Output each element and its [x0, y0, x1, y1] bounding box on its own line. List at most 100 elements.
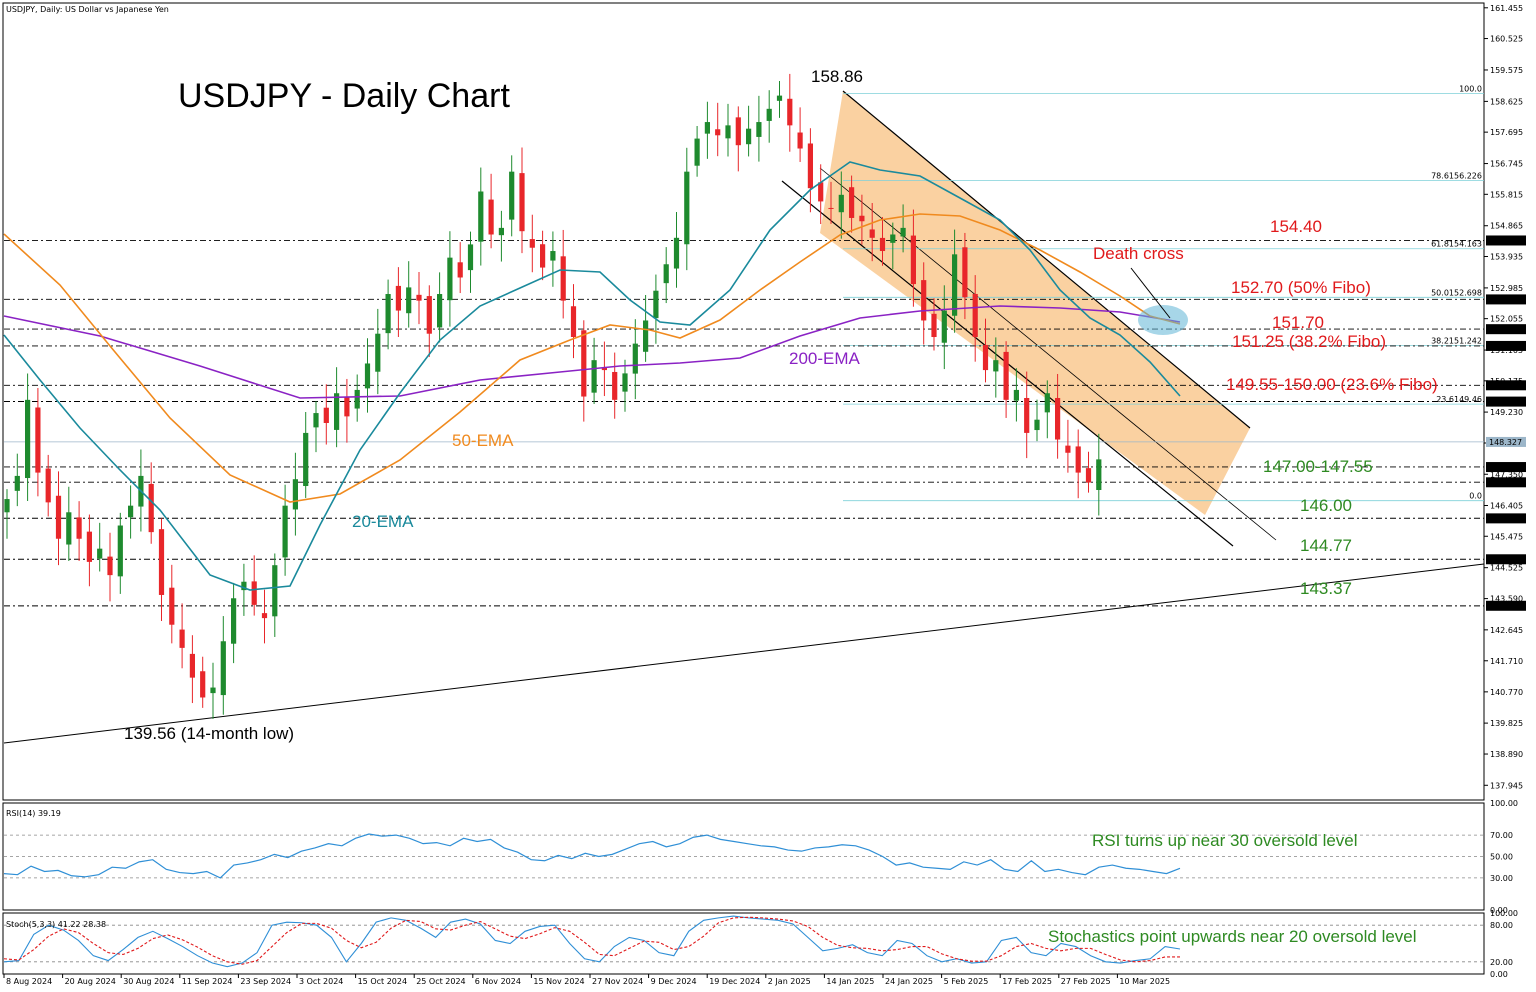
chart-annotation: 158.86 [811, 67, 863, 86]
candle-body [849, 187, 855, 218]
y-tick-label: 139.825 [1490, 719, 1523, 728]
y-tick-label: 158.625 [1490, 97, 1523, 106]
y-tick-label: 160.525 [1490, 35, 1523, 44]
y-tick-label: 137.945 [1490, 781, 1523, 790]
x-tick-label: 6 Nov 2024 [475, 977, 521, 986]
price-box-label: 151.737 [1489, 325, 1522, 334]
candle-body [66, 512, 72, 545]
candle-body [601, 367, 607, 371]
channel-mid-line [819, 167, 1277, 541]
candle-body [540, 244, 546, 268]
y-tick-label: 159.575 [1490, 66, 1523, 75]
rsi-tick-label: 50.00 [1490, 853, 1513, 862]
x-tick-label: 19 Dec 2024 [709, 977, 760, 986]
candle-body [76, 517, 82, 539]
candle-body [746, 128, 752, 145]
candle-body [169, 587, 175, 625]
price-box-label: 146.016 [1489, 514, 1522, 523]
candle-body [416, 294, 422, 301]
candle-body [1013, 389, 1019, 401]
price-box [1486, 235, 1526, 246]
price-box-label: 147.107 [1489, 478, 1522, 487]
chart-annotation: Death cross [1093, 244, 1184, 263]
stoch-tick-label: 0.00 [1490, 970, 1508, 979]
candle-body [694, 138, 700, 166]
x-tick-label: 24 Jan 2025 [885, 977, 933, 986]
candle-body [704, 122, 710, 134]
x-tick-label: 27 Feb 2025 [1061, 977, 1111, 986]
candle-body [498, 227, 504, 236]
death-cross-arrow [1130, 267, 1171, 319]
candle-body [560, 256, 566, 301]
candle-body [241, 581, 247, 591]
candle-body [189, 653, 195, 678]
price-box [1486, 513, 1526, 524]
background-layer: 100.0 78.6156.226 61.8154.163 50.0152.698 38… [3, 85, 1485, 744]
candle-body [117, 525, 123, 577]
price-box [1486, 380, 1526, 391]
candle-body [756, 122, 762, 137]
candle-body [900, 227, 906, 237]
candle-body [210, 687, 216, 694]
candle-body [45, 468, 51, 503]
candle-body [158, 529, 165, 595]
rsi-line [3, 833, 1181, 879]
candle-body [1065, 445, 1071, 453]
price-box-label: 150.040 [1489, 381, 1522, 390]
candle-body [529, 239, 535, 248]
candles-layer [4, 73, 1102, 719]
candle-body [828, 207, 834, 209]
fibo-label: 78.6156.226 [1431, 172, 1482, 181]
candle-body [55, 495, 62, 539]
x-tick-label: 23 Sep 2024 [240, 977, 291, 986]
x-tick-label: 15 Nov 2024 [533, 977, 584, 986]
candle-body [581, 330, 587, 397]
price-box-label: 154.419 [1489, 236, 1522, 245]
candle-body [1024, 397, 1030, 433]
level-label: 143.37 [1300, 579, 1352, 598]
ema50-line [3, 213, 1181, 503]
candle-body [148, 483, 154, 533]
candle-body [1034, 419, 1040, 431]
candle-body [385, 294, 391, 334]
candle-body [14, 475, 20, 491]
y-tick-label: 154.865 [1490, 222, 1523, 231]
candle-body [1075, 446, 1081, 473]
level-label: 144.77 [1300, 536, 1352, 555]
y-tick-label: 145.475 [1490, 532, 1523, 541]
candle-body [519, 173, 525, 232]
candle-body [673, 237, 680, 269]
rsi-title: RSI(14) 39.19 [6, 809, 61, 818]
y-tick-label: 156.745 [1490, 160, 1523, 169]
candle-body [787, 98, 793, 126]
price-box-label: 152.637 [1489, 295, 1522, 304]
candle-body [776, 95, 783, 101]
price-box-label: 149.547 [1489, 398, 1522, 407]
chart-annotation: 139.56 (14-month low) [124, 724, 294, 743]
price-box [1486, 436, 1526, 447]
candle-body [107, 556, 113, 576]
candle-body [4, 499, 10, 513]
y-tick-label: 149.230 [1490, 408, 1523, 417]
candle-body [550, 251, 556, 261]
candle-body [334, 393, 340, 430]
candle-body [879, 237, 886, 252]
candle-body [375, 333, 381, 372]
x-tick-label: 14 Jan 2025 [826, 977, 874, 986]
y-tick-label: 155.815 [1490, 190, 1523, 199]
rsi-tick-label: 70.00 [1490, 831, 1513, 840]
y-tick-label: 157.695 [1490, 128, 1523, 137]
y-tick-label: 153.935 [1490, 252, 1523, 261]
stoch-note: Stochastics point upwards near 20 overso… [1048, 927, 1417, 946]
candle-body [1055, 397, 1061, 440]
candle-body [426, 296, 432, 334]
fibo-label: 38.2151.242 [1431, 337, 1482, 346]
fibo-label: 50.0152.698 [1431, 288, 1482, 297]
y-tick-label: 147.350 [1490, 470, 1523, 479]
candle-body [457, 262, 463, 278]
y-tick-label: 141.710 [1490, 657, 1523, 666]
candle-body [86, 531, 92, 562]
chart-annotation: 50-EMA [452, 431, 514, 450]
candle-body [807, 143, 813, 189]
